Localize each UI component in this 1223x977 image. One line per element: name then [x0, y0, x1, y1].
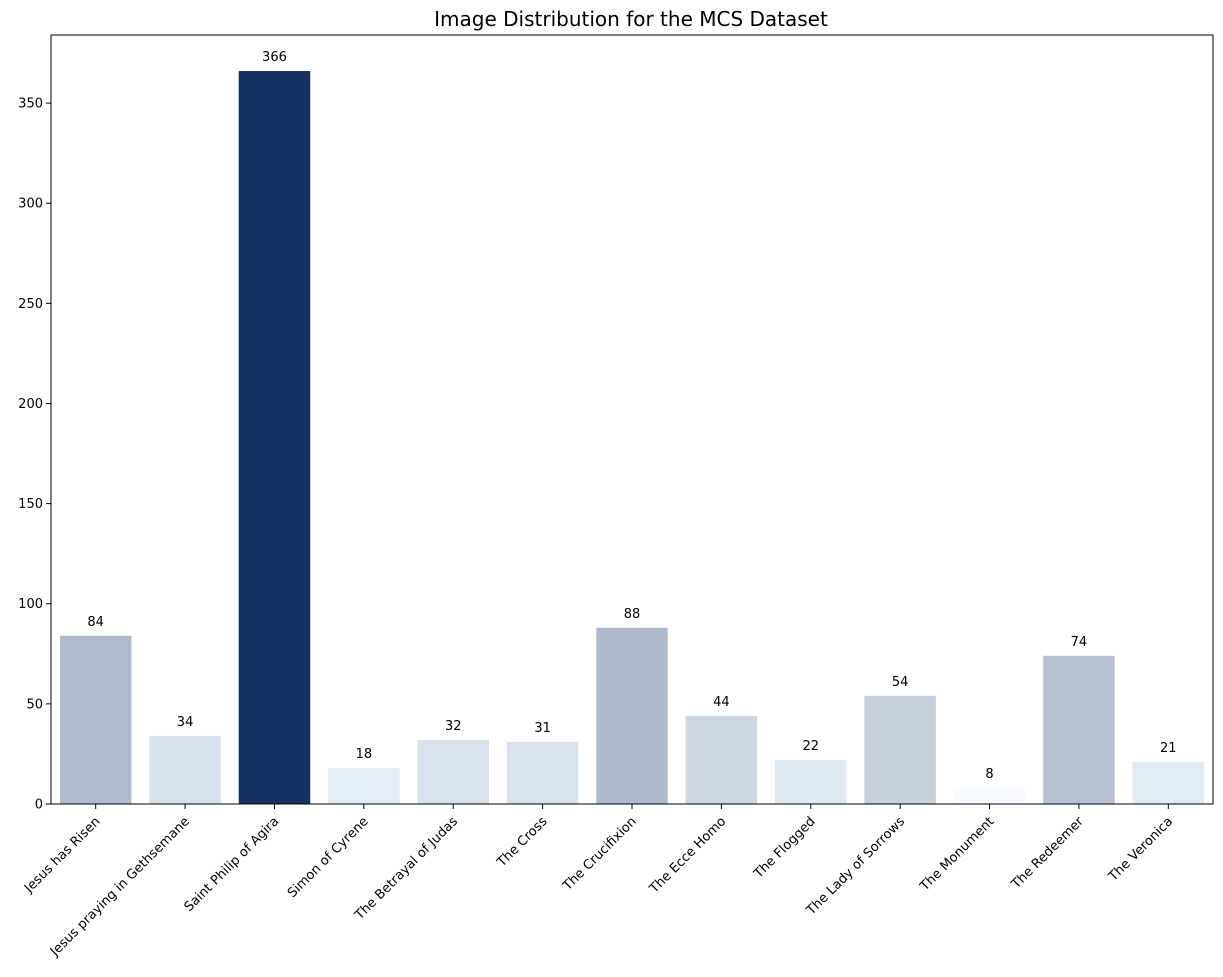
bar-value-label: 366: [262, 50, 287, 65]
bar-labels-group: 84 34 366 18 32 31 88 44 22 54 8 74 21: [87, 50, 1176, 782]
x-tick-label: Jesus praying in Gethsemane: [47, 814, 193, 960]
x-tick-label: The Ecce Homo: [646, 814, 729, 897]
x-tick-label: The Monument: [917, 814, 998, 895]
bar-value-label: 18: [356, 747, 373, 762]
y-tick-label: 150: [18, 497, 43, 512]
bar: [1043, 655, 1115, 804]
y-tick-label: 0: [35, 798, 43, 813]
bar: [149, 735, 221, 804]
bar-value-label: 22: [802, 739, 819, 754]
x-tick-label: Simon of Cyrene: [285, 814, 372, 901]
bar-value-label: 84: [87, 615, 104, 630]
bar-value-label: 74: [1071, 635, 1088, 650]
bar: [328, 767, 400, 804]
y-tick-label: 50: [26, 697, 43, 712]
bar-value-label: 21: [1160, 741, 1177, 756]
y-axis: 0 50 100 150 200 250 300 350: [18, 97, 51, 813]
x-tick-label: The Cross: [494, 814, 551, 871]
bar-value-label: 54: [892, 675, 909, 690]
y-tick-label: 350: [18, 97, 43, 112]
x-tick-label: The Redeemer: [1008, 814, 1087, 893]
y-tick-label: 250: [18, 297, 43, 312]
bar: [59, 635, 132, 804]
chart-title: Image Distribution for the MCS Dataset: [434, 7, 828, 31]
bar-value-label: 34: [177, 715, 194, 730]
x-tick-label: The Flogged: [751, 814, 819, 882]
x-tick-label: The Veronica: [1105, 814, 1176, 885]
x-tick-label: The Lady of Sorrows: [803, 814, 908, 919]
y-tick-label: 300: [18, 197, 43, 212]
bars-group: [59, 71, 1205, 804]
bar: [685, 715, 758, 804]
bar: [953, 787, 1026, 804]
y-tick-label: 200: [18, 397, 43, 412]
plot-frame: [50, 34, 1214, 805]
bar: [775, 759, 847, 804]
bar: [596, 627, 668, 804]
x-tick-label: The Betrayal of Judas: [352, 814, 462, 924]
bar-value-label: 32: [445, 719, 462, 734]
bar-value-label: 8: [985, 767, 993, 782]
bar-value-label: 31: [534, 721, 551, 736]
bar: [238, 71, 311, 804]
y-tick-label: 100: [18, 597, 43, 612]
bar: [506, 741, 579, 804]
x-tick-label: Jesus has Risen: [21, 814, 103, 896]
bar: [1132, 761, 1205, 804]
bar-value-label: 88: [624, 607, 641, 622]
x-tick-label: The Crucifixion: [560, 814, 640, 894]
bar-value-label: 44: [713, 695, 730, 710]
bar: [864, 695, 936, 804]
x-tick-label: Saint Philip of Agira: [182, 814, 283, 915]
bar: [417, 739, 489, 804]
